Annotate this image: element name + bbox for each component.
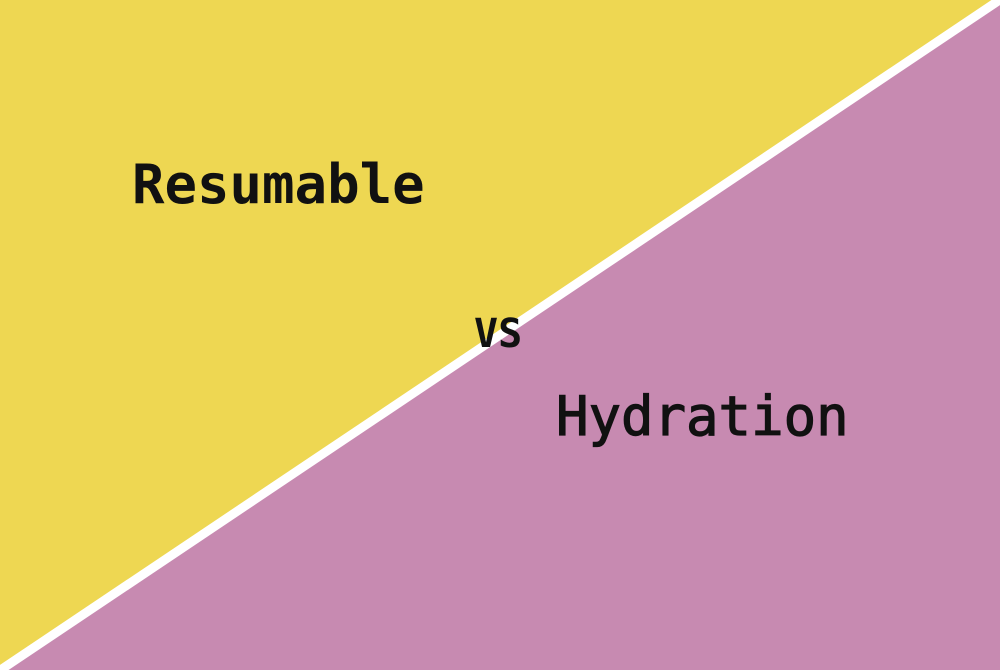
versus-label: VS — [474, 311, 523, 357]
right-term-label: Hydration — [555, 385, 849, 448]
left-term-label: Resumable — [132, 153, 425, 216]
